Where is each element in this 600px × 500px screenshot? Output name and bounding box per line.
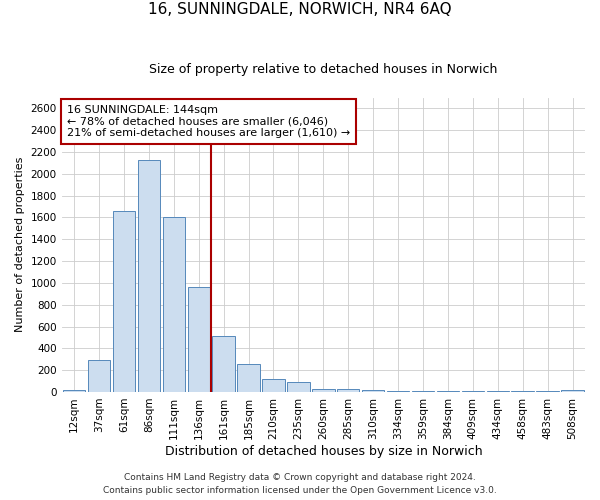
Bar bbox=[262, 379, 285, 392]
Bar bbox=[137, 160, 160, 392]
Bar bbox=[63, 390, 85, 392]
Bar bbox=[212, 336, 235, 392]
Bar bbox=[88, 360, 110, 392]
Bar bbox=[287, 382, 310, 392]
Text: Contains HM Land Registry data © Crown copyright and database right 2024.
Contai: Contains HM Land Registry data © Crown c… bbox=[103, 474, 497, 495]
X-axis label: Distribution of detached houses by size in Norwich: Distribution of detached houses by size … bbox=[164, 444, 482, 458]
Title: Size of property relative to detached houses in Norwich: Size of property relative to detached ho… bbox=[149, 62, 497, 76]
Bar bbox=[113, 211, 135, 392]
Text: 16 SUNNINGDALE: 144sqm
← 78% of detached houses are smaller (6,046)
21% of semi-: 16 SUNNINGDALE: 144sqm ← 78% of detached… bbox=[67, 105, 350, 138]
Bar bbox=[562, 390, 584, 392]
Bar bbox=[337, 388, 359, 392]
Bar bbox=[163, 218, 185, 392]
Text: 16, SUNNINGDALE, NORWICH, NR4 6AQ: 16, SUNNINGDALE, NORWICH, NR4 6AQ bbox=[148, 2, 452, 18]
Bar bbox=[362, 390, 385, 392]
Bar bbox=[188, 288, 210, 392]
Y-axis label: Number of detached properties: Number of detached properties bbox=[15, 157, 25, 332]
Bar bbox=[312, 388, 335, 392]
Bar bbox=[238, 364, 260, 392]
